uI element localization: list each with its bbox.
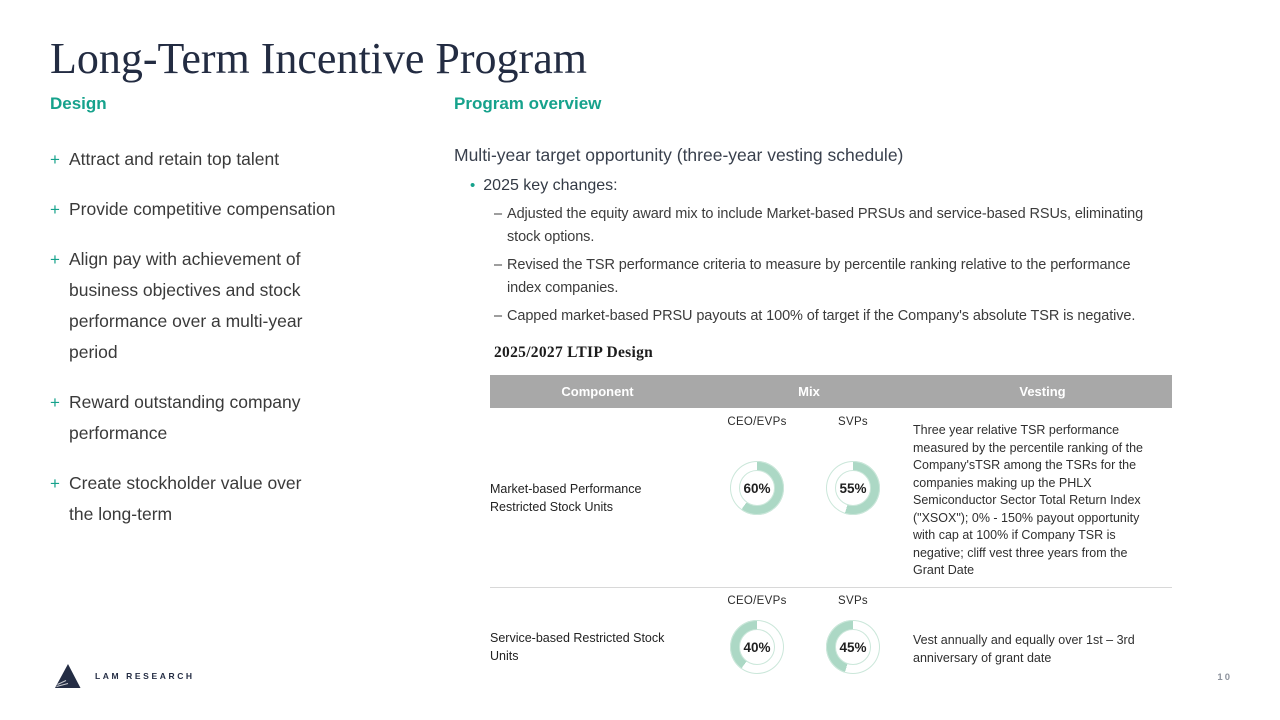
- dash-marker: –: [494, 257, 502, 273]
- column-header-vesting: Vesting: [1019, 384, 1066, 399]
- table-row: Market-based Performance Restricted Stoc…: [490, 408, 1172, 588]
- page-number: 10: [1217, 672, 1232, 683]
- key-change-item: – Adjusted the equity award mix to inclu…: [494, 203, 1224, 249]
- design-bullet: + Create stockholder value over the long…: [50, 468, 390, 530]
- design-bullet-text: Provide competitive compensation: [69, 199, 336, 219]
- dash-marker: –: [494, 206, 502, 222]
- design-bullet-text: Create stockholder value over the long-t…: [69, 473, 302, 524]
- vesting-cell: Three year relative TSR performance meas…: [913, 423, 1143, 577]
- mix-sublabel: SVPs: [838, 416, 868, 428]
- donut-value: 55%: [839, 480, 867, 496]
- plus-marker: +: [50, 250, 60, 269]
- design-bullet: + Reward outstanding company performance: [50, 387, 390, 449]
- mix-cell: CEO/EVPs 40% SVPs 45%: [705, 588, 913, 706]
- mix-subgroup-svps: SVPs 45%: [805, 588, 901, 706]
- donut-chart: 40%: [730, 620, 784, 674]
- mix-subgroup-svps: SVPs 55%: [805, 408, 901, 587]
- dash-marker: –: [494, 308, 502, 324]
- mix-cell: CEO/EVPs 60% SVPs 55%: [705, 408, 913, 587]
- donut-value: 45%: [839, 639, 867, 655]
- bullet-dot-marker: •: [470, 177, 476, 194]
- mix-subgroup-ceo-evps: CEO/EVPs 60%: [709, 408, 805, 587]
- design-bullet: + Attract and retain top talent: [50, 144, 390, 175]
- table-header-row: Component Mix Vesting: [490, 375, 1172, 408]
- key-change-text: Capped market-based PRSU payouts at 100%…: [507, 308, 1136, 324]
- design-bullet: + Align pay with achievement of business…: [50, 244, 390, 368]
- mix-subgroup-ceo-evps: CEO/EVPs 40%: [709, 588, 805, 706]
- column-header-component: Component: [561, 384, 634, 399]
- table-row: Service-based Restricted Stock Units CEO…: [490, 588, 1172, 706]
- design-bullet-text: Reward outstanding company performance: [69, 392, 301, 443]
- mix-sublabel: CEO/EVPs: [727, 595, 787, 607]
- logo-wordmark: LAM RESEARCH: [95, 671, 195, 681]
- ltip-table-title: 2025/2027 LTIP Design: [494, 344, 654, 361]
- key-changes-label: 2025 key changes:: [483, 177, 618, 194]
- key-change-item: – Capped market-based PRSU payouts at 10…: [494, 305, 1224, 328]
- mix-sublabel: SVPs: [838, 595, 868, 607]
- donut-chart: 55%: [826, 461, 880, 515]
- plus-marker: +: [50, 150, 60, 169]
- design-bullet: + Provide competitive compensation: [50, 194, 390, 225]
- component-cell: Service-based Restricted Stock Units: [490, 631, 665, 663]
- key-changes-list: – Adjusted the equity award mix to inclu…: [494, 203, 1224, 333]
- mix-sublabel: CEO/EVPs: [727, 416, 787, 428]
- donut-chart: 60%: [730, 461, 784, 515]
- ltip-design-table: 2025/2027 LTIP Design Component Mix Vest…: [490, 344, 1172, 706]
- donut-value: 60%: [743, 480, 771, 496]
- component-cell: Market-based Performance Restricted Stoc…: [490, 481, 642, 514]
- design-bullet-list: + Attract and retain top talent + Provid…: [50, 144, 390, 549]
- plus-marker: +: [50, 200, 60, 219]
- donut-value: 40%: [743, 639, 771, 655]
- overview-lead: Multi-year target opportunity (three-yea…: [454, 145, 904, 165]
- design-bullet-text: Align pay with achievement of business o…: [69, 249, 303, 362]
- vesting-cell: Vest annually and equally over 1st – 3rd…: [913, 633, 1135, 665]
- column-header-mix: Mix: [798, 384, 820, 399]
- lam-research-triangle-icon: [55, 664, 81, 688]
- design-bullet-text: Attract and retain top talent: [69, 149, 280, 169]
- lam-research-logo: LAM RESEARCH: [54, 663, 195, 689]
- page-title: Long-Term Incentive Program: [50, 34, 587, 83]
- design-heading: Design: [50, 94, 107, 113]
- key-change-item: – Revised the TSR performance criteria t…: [494, 254, 1224, 300]
- key-change-text: Revised the TSR performance criteria to …: [507, 257, 1131, 296]
- key-changes-bullet: • 2025 key changes:: [470, 177, 618, 195]
- program-overview-heading: Program overview: [454, 94, 602, 113]
- plus-marker: +: [50, 393, 60, 412]
- plus-marker: +: [50, 474, 60, 493]
- donut-chart: 45%: [826, 620, 880, 674]
- key-change-text: Adjusted the equity award mix to include…: [507, 206, 1144, 245]
